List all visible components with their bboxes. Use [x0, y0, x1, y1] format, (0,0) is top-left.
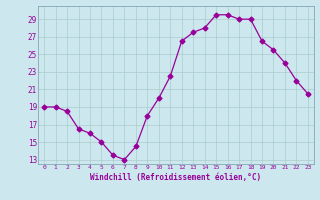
X-axis label: Windchill (Refroidissement éolien,°C): Windchill (Refroidissement éolien,°C) [91, 173, 261, 182]
